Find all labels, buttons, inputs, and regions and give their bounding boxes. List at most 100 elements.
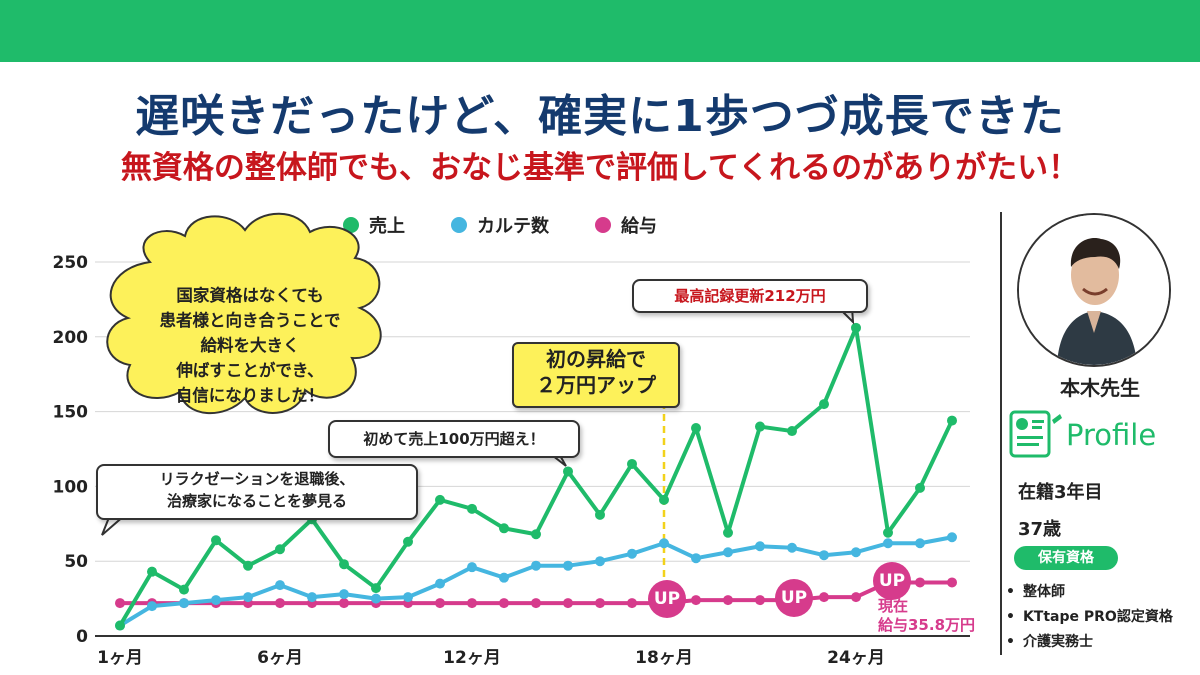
data-point [947, 415, 957, 426]
data-point [915, 538, 925, 549]
data-point [595, 509, 605, 520]
data-point [563, 560, 573, 571]
data-point [211, 535, 221, 546]
data-point [563, 466, 573, 477]
headline: 遅咲きだったけど、確実に1歩つづ成長できた [135, 91, 1065, 142]
data-point [371, 593, 381, 604]
y-tick-label: 50 [64, 552, 88, 572]
data-point [723, 595, 733, 606]
data-point [115, 598, 125, 609]
data-point [403, 592, 413, 603]
up-badge-2: UP [775, 579, 813, 617]
data-point [723, 527, 733, 538]
data-point [947, 577, 957, 588]
cloud-bubble [106, 212, 382, 414]
y-tick-label: 100 [53, 477, 89, 497]
x-tick-label: 12ヶ月 [443, 648, 501, 668]
current-salary-value: 給与35.8万円 [878, 616, 976, 634]
data-point [627, 458, 637, 469]
profile-card-icon [1009, 410, 1062, 458]
line-chart: 0 50 100 150 200 250 1ヶ月 6ヶ月 12ヶ月 18ヶ月 24ヶ月 [53, 212, 970, 668]
data-point [531, 598, 541, 609]
data-point [179, 584, 189, 595]
qualification-item: 整体師 [1006, 580, 1173, 605]
data-point [691, 423, 701, 434]
legend-item-sales: 売上 [343, 212, 405, 238]
data-point [179, 598, 189, 609]
data-point [851, 547, 861, 558]
legend-label-charts: カルテ数 [477, 216, 549, 237]
data-point [275, 580, 285, 591]
data-point [499, 572, 509, 583]
data-point [243, 592, 253, 603]
x-tick-label: 6ヶ月 [257, 648, 303, 668]
data-point [595, 598, 605, 609]
data-point [531, 560, 541, 571]
qualifications-list: 整体師 KTtape PRO認定資格 介護実務士 [1006, 580, 1173, 655]
data-point [819, 592, 829, 603]
retire-callout: リラクゼーションを退職後、 治療家になることを夢見る [96, 464, 418, 520]
current-label: 現在 [878, 597, 909, 615]
profile-tenure: 在籍3年目 [1018, 482, 1103, 503]
x-tick-label: 24ヶ月 [827, 648, 885, 668]
data-point [147, 566, 157, 577]
legend-dot-sales [343, 217, 359, 233]
avatar [1017, 213, 1171, 367]
profile-age: 37歳 [1018, 519, 1062, 540]
data-point [435, 494, 445, 505]
data-point [819, 399, 829, 410]
data-point [467, 503, 477, 514]
data-point [627, 598, 637, 609]
profile-divider [1000, 212, 1002, 655]
data-point [307, 592, 317, 603]
y-tick-label: 250 [53, 253, 89, 273]
data-point [755, 595, 765, 606]
data-point [531, 529, 541, 540]
profile-title: Profile [1066, 418, 1157, 452]
data-point [275, 544, 285, 555]
cloud-text: 国家資格はなくても 患者様と向き合うことで 給料を大きく 伸ばすことができ、 自… [159, 286, 341, 405]
x-tick-label: 18ヶ月 [635, 648, 693, 668]
data-point [787, 426, 797, 437]
data-point [915, 482, 925, 493]
up-badge-3: UP [873, 562, 911, 600]
chart-legend: 売上 カルテ数 給与 [0, 212, 1000, 238]
data-point [339, 598, 349, 609]
data-point [467, 598, 477, 609]
y-tick-label: 150 [53, 403, 89, 423]
top-banner [0, 0, 1200, 62]
data-point [819, 550, 829, 561]
up-badge-1: UP [648, 580, 686, 618]
data-point [499, 598, 509, 609]
data-point [147, 601, 157, 612]
data-point [883, 527, 893, 538]
data-point [339, 589, 349, 600]
data-point [659, 494, 669, 505]
data-point [627, 548, 637, 559]
data-point [563, 598, 573, 609]
qualifications-badge: 保有資格 [1014, 546, 1118, 570]
data-point [787, 542, 797, 553]
legend-item-charts: カルテ数 [451, 212, 549, 238]
data-point [243, 560, 253, 571]
record-callout: 最高記録更新212万円 [632, 279, 868, 313]
data-point [115, 620, 125, 631]
qualification-item: KTtape PRO認定資格 [1006, 605, 1173, 630]
legend-dot-charts [451, 217, 467, 233]
data-point [275, 598, 285, 609]
first-raise-callout: 初の昇給で ２万円アップ [512, 342, 680, 408]
data-point [883, 538, 893, 549]
data-point [947, 532, 957, 543]
legend-dot-salary [595, 217, 611, 233]
qualification-item: 介護実務士 [1006, 630, 1173, 655]
current-salary-label: 現在 給与35.8万円 [878, 597, 975, 635]
data-point [915, 577, 925, 588]
data-point [499, 523, 509, 534]
data-point [851, 592, 861, 603]
data-point [659, 538, 669, 549]
data-point [371, 583, 381, 594]
first100-callout: 初めて売上100万円超え！ [328, 420, 580, 458]
y-tick-label: 200 [53, 328, 89, 348]
y-tick-label: 0 [76, 627, 88, 647]
profile-name: 本木先生 [1060, 376, 1140, 400]
